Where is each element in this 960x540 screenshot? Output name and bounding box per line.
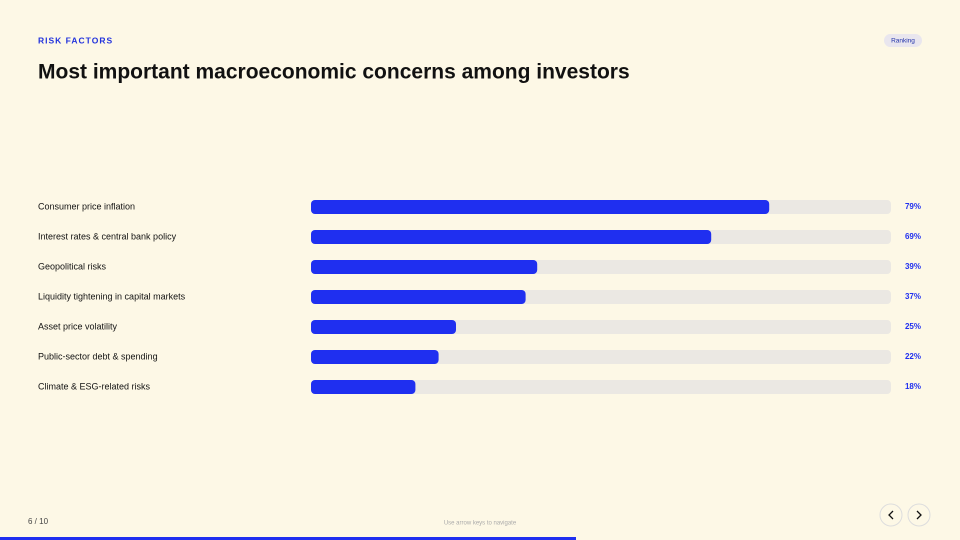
bar (311, 200, 770, 214)
value-label: 37% (905, 292, 921, 301)
value-label: 25% (905, 322, 921, 331)
bar-track (311, 350, 891, 364)
bar (311, 290, 526, 304)
category-label: Asset price volatility (38, 321, 118, 331)
bar (311, 230, 712, 244)
value-label: 69% (905, 232, 921, 241)
category-label: Climate & ESG-related risks (38, 381, 151, 391)
bar (311, 260, 538, 274)
category-label: Liquidity tightening in capital markets (38, 291, 186, 301)
bar (311, 380, 416, 394)
bar (311, 350, 439, 364)
hint: Use arrow keys to navigate (444, 521, 517, 527)
prev-circle[interactable] (879, 503, 903, 527)
prev-arrow[interactable] (888, 510, 894, 520)
bar-track (311, 320, 891, 334)
next-circle[interactable] (907, 503, 931, 527)
chart-title: Most important macroeconomic concerns am… (38, 61, 630, 84)
bar (311, 320, 456, 334)
category-label: Interest rates & central bank policy (38, 231, 177, 241)
category-label: Public-sector debt & spending (38, 351, 158, 361)
kicker: RISK FACTORS (38, 35, 113, 45)
category-label: Geopolitical risks (38, 261, 107, 271)
prev-button[interactable] (879, 503, 903, 527)
bar-track (311, 380, 891, 394)
value-label: 39% (905, 262, 921, 271)
value-label: 22% (905, 352, 921, 361)
badge-bg (884, 34, 922, 47)
next-button[interactable] (907, 503, 931, 527)
badge: Ranking (891, 38, 915, 45)
value-label: 18% (905, 382, 921, 391)
page-number: 6 / 10 (28, 517, 49, 526)
chart: Consumer price inflation 79% Interest rate… (38, 200, 921, 394)
value-label: 79% (905, 202, 921, 211)
next-arrow[interactable] (916, 510, 922, 520)
category-label: Consumer price inflation (38, 201, 135, 211)
progress-bar (0, 537, 576, 540)
